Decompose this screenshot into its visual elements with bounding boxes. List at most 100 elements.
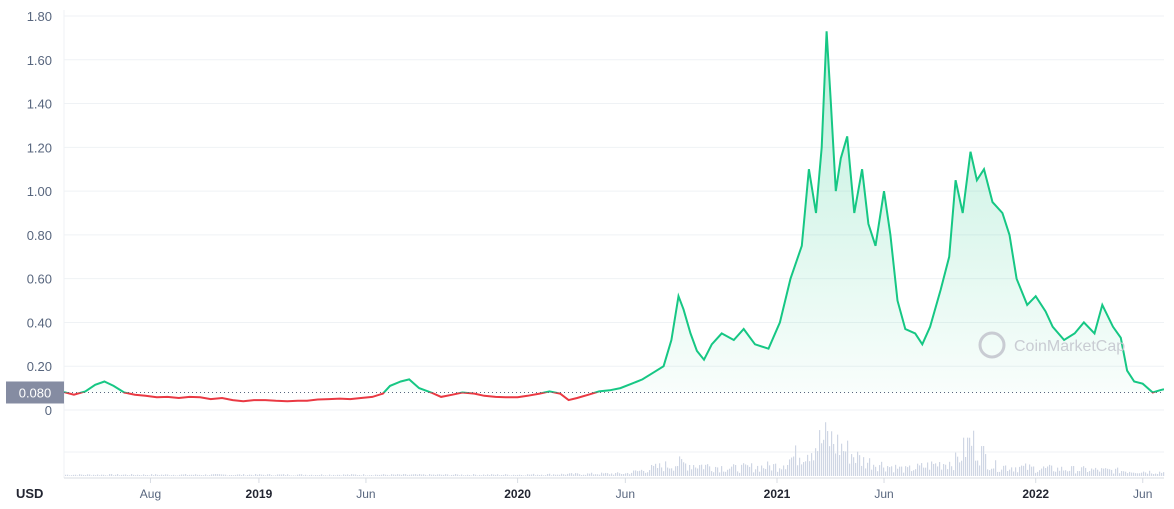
volume-bar: [1157, 473, 1159, 476]
volume-bar: [171, 475, 173, 476]
volume-bar: [1137, 473, 1139, 476]
volume-bar: [877, 471, 879, 476]
volume-bar: [485, 475, 487, 476]
volume-bar: [359, 474, 361, 476]
volume-bar: [977, 460, 979, 476]
volume-bar: [973, 430, 975, 476]
volume-bar: [413, 474, 415, 476]
volume-bar: [483, 474, 485, 476]
volume-bar: [143, 474, 145, 476]
volume-bar: [695, 467, 697, 476]
volume-bar: [791, 457, 793, 476]
volume-bar: [269, 474, 271, 476]
volume-bar: [757, 465, 759, 476]
volume-bar: [635, 470, 637, 476]
volume-bar: [107, 475, 109, 476]
current-price-tag: 0.080: [6, 381, 64, 404]
volume-bar: [697, 468, 699, 476]
volume-bar: [945, 464, 947, 476]
volume-bar: [761, 465, 763, 476]
volume-bar: [843, 451, 845, 476]
volume-bar: [363, 474, 365, 476]
volume-bar: [199, 474, 201, 476]
volume-bar: [1011, 467, 1013, 476]
volume-bar: [593, 474, 595, 476]
volume-bar: [261, 474, 263, 476]
volume-bar: [809, 461, 811, 476]
volume-bar: [931, 461, 933, 476]
volume-bar: [1105, 468, 1107, 476]
volume-bar: [825, 422, 827, 476]
volume-bar: [93, 474, 95, 476]
volume-bar: [667, 467, 669, 476]
volume-bar: [805, 461, 807, 476]
volume-bar: [235, 474, 237, 476]
volume-bar: [583, 474, 585, 476]
volume-bar: [209, 475, 211, 476]
volume-bar: [325, 475, 327, 476]
y-tick-label: 1.20: [27, 140, 52, 155]
volume-bar: [357, 475, 359, 476]
volume-bar: [731, 466, 733, 476]
volume-bar: [913, 470, 915, 476]
y-tick-label: 0.60: [27, 272, 52, 287]
volume-bar: [131, 474, 133, 476]
volume-bar: [277, 474, 279, 476]
volume-bar: [811, 453, 813, 476]
volume-bar: [555, 474, 557, 476]
volume-bar: [163, 474, 165, 476]
volume-bar: [175, 475, 177, 476]
volume-bar: [345, 474, 347, 476]
volume-bar: [625, 473, 627, 476]
volume-bar: [505, 474, 507, 476]
volume-bar: [1063, 470, 1065, 476]
volume-bar: [901, 466, 903, 476]
volume-bar: [919, 465, 921, 476]
volume-bar: [103, 474, 105, 476]
volume-bar: [187, 475, 189, 476]
volume-bar: [779, 468, 781, 476]
volume-bar: [745, 464, 747, 476]
volume-bar: [337, 474, 339, 476]
volume-bar: [521, 474, 523, 476]
volume-bar: [1113, 473, 1115, 476]
volume-bar: [267, 474, 269, 476]
volume-bar: [201, 475, 203, 476]
volume-bar: [615, 473, 617, 476]
volume-bar: [127, 475, 129, 476]
volume-bar: [231, 474, 233, 476]
volume-bar: [315, 474, 317, 476]
volume-bar: [65, 474, 67, 476]
volume-bar: [567, 473, 569, 476]
volume-bar: [381, 474, 383, 476]
volume-bar: [301, 474, 303, 476]
volume-bar: [603, 473, 605, 476]
y-tick-label: 1.60: [27, 53, 52, 68]
volume-bar: [139, 475, 141, 476]
volume-bar: [405, 474, 407, 476]
current-price-label: 0.080: [19, 385, 52, 400]
volume-bar: [799, 457, 801, 476]
volume-bar: [449, 475, 451, 476]
volume-bar: [347, 474, 349, 476]
grid-lines: [63, 10, 1164, 479]
volume-bar: [1077, 471, 1079, 476]
volume-bar: [197, 474, 199, 476]
volume-bar: [375, 474, 377, 476]
volume-bar: [563, 474, 565, 476]
y-tick-label: 0.80: [27, 228, 52, 243]
volume-bar: [819, 430, 821, 476]
volume-bar: [861, 465, 863, 476]
volume-bar: [1153, 474, 1155, 476]
volume-bar: [857, 451, 859, 476]
volume-bar: [855, 462, 857, 476]
volume-bar: [543, 475, 545, 476]
volume-bar: [589, 473, 591, 476]
volume-bar: [145, 474, 147, 476]
volume-bar: [865, 468, 867, 476]
volume-bar: [173, 474, 175, 476]
volume-bar: [1085, 467, 1087, 476]
volume-bar: [179, 474, 181, 476]
volume-bar: [619, 473, 621, 476]
